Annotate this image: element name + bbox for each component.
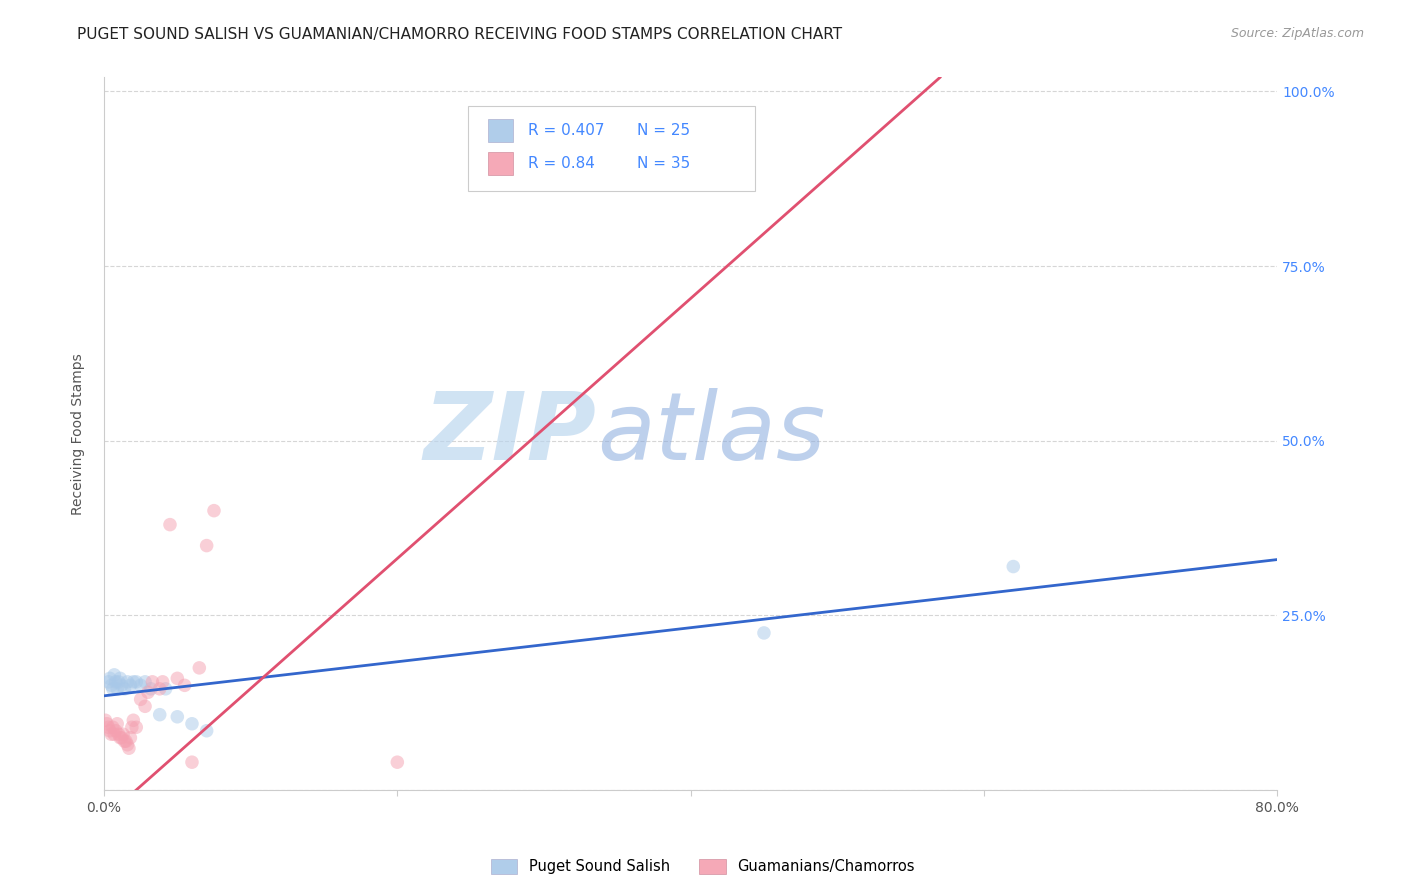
Text: Source: ZipAtlas.com: Source: ZipAtlas.com [1230, 27, 1364, 40]
Text: R = 0.84: R = 0.84 [527, 156, 595, 171]
Point [149, 681, 172, 696]
Point [98, 671, 121, 685]
Point [117, 738, 139, 752]
Point [117, 674, 139, 689]
Point [100, 727, 122, 741]
Point [134, 674, 156, 689]
Point [118, 741, 141, 756]
Point [94, 713, 117, 727]
Text: N = 35: N = 35 [637, 156, 690, 171]
Point [101, 681, 124, 696]
Y-axis label: Receiving Food Stamps: Receiving Food Stamps [72, 353, 86, 515]
Bar [488, 153, 513, 175]
Point [387, 755, 409, 769]
Point [98, 723, 121, 738]
Point [166, 671, 188, 685]
FancyBboxPatch shape [468, 106, 755, 192]
Point [110, 731, 132, 745]
Point [121, 720, 143, 734]
Text: PUGET SOUND SALISH VS GUAMANIAN/CHAMORRO RECEIVING FOOD STAMPS CORRELATION CHART: PUGET SOUND SALISH VS GUAMANIAN/CHAMORRO… [77, 27, 842, 42]
Point [105, 681, 128, 696]
Point [104, 674, 127, 689]
Point [103, 668, 125, 682]
Point [97, 674, 120, 689]
Point [202, 503, 225, 517]
Point [125, 674, 148, 689]
Point [149, 707, 172, 722]
Point [103, 727, 125, 741]
Point [97, 720, 120, 734]
Text: N = 25: N = 25 [637, 123, 690, 137]
Point [141, 674, 163, 689]
Point [166, 710, 188, 724]
Point [101, 720, 124, 734]
Point [129, 692, 152, 706]
Point [115, 734, 138, 748]
Point [120, 731, 142, 745]
Point [100, 678, 122, 692]
Legend: Puget Sound Salish, Guamanians/Chamorros: Puget Sound Salish, Guamanians/Chamorros [485, 853, 921, 880]
Text: atlas: atlas [596, 388, 825, 479]
Point [110, 678, 132, 692]
Point [152, 674, 174, 689]
Point [1002, 559, 1025, 574]
Bar [488, 119, 513, 142]
Point [752, 626, 775, 640]
Point [122, 713, 145, 727]
Point [112, 727, 135, 741]
Point [195, 723, 218, 738]
Point [104, 723, 127, 738]
Point [120, 678, 142, 692]
Point [125, 720, 148, 734]
Text: R = 0.407: R = 0.407 [527, 123, 605, 137]
Point [96, 716, 118, 731]
Point [107, 727, 129, 741]
Point [129, 678, 152, 692]
Point [188, 661, 211, 675]
Point [173, 678, 195, 692]
Point [134, 699, 156, 714]
Point [181, 755, 204, 769]
Point [114, 681, 136, 696]
Point [155, 681, 177, 696]
Point [159, 517, 181, 532]
Point [105, 716, 128, 731]
Point [139, 681, 162, 696]
Point [108, 731, 131, 745]
Point [195, 539, 218, 553]
Point [136, 685, 159, 699]
Point [108, 671, 131, 685]
Point [181, 716, 204, 731]
Text: ZIP: ZIP [423, 388, 596, 480]
Point [107, 674, 129, 689]
Point [114, 734, 136, 748]
Point [122, 674, 145, 689]
